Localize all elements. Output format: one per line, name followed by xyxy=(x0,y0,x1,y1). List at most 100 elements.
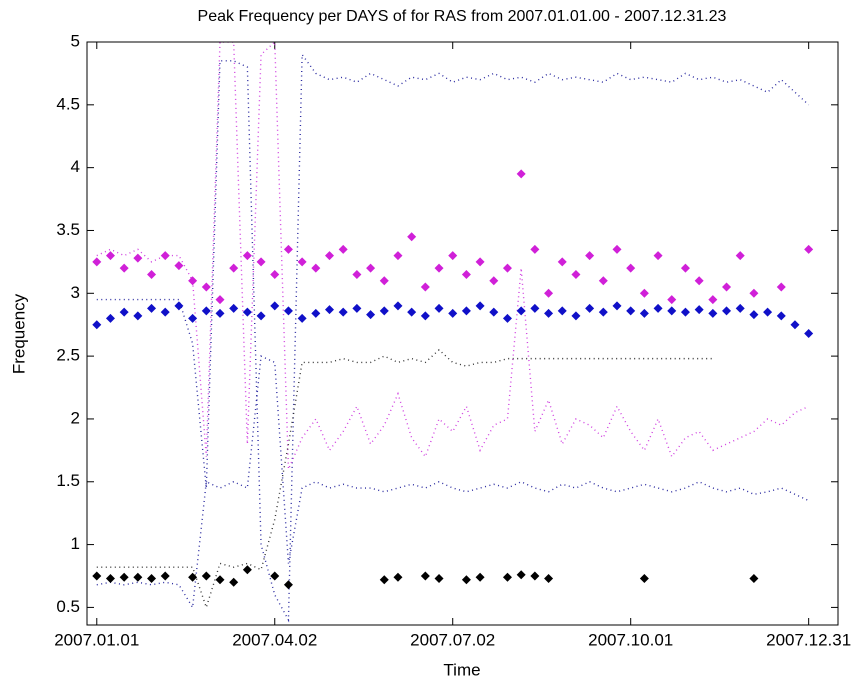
diamond-marker xyxy=(653,303,663,313)
diamond-marker xyxy=(270,571,280,581)
plot-area xyxy=(92,42,814,623)
diamond-marker xyxy=(722,282,732,292)
diamond-marker xyxy=(626,263,636,273)
diamond-marker xyxy=(489,276,499,286)
diamond-marker xyxy=(763,307,773,317)
diamond-marker xyxy=(790,320,800,330)
diamond-marker xyxy=(557,306,567,316)
diamond-marker xyxy=(585,303,595,313)
diamond-marker xyxy=(379,575,389,585)
diamond-marker xyxy=(530,303,540,313)
diamond-marker xyxy=(119,263,129,273)
diamond-marker xyxy=(188,572,198,582)
diamond-marker xyxy=(804,329,814,338)
diamond-marker xyxy=(708,295,718,305)
diamond-marker xyxy=(147,574,157,584)
diamond-marker xyxy=(722,306,732,316)
diamond-marker xyxy=(585,251,595,261)
diamond-marker xyxy=(680,263,690,273)
diamond-marker xyxy=(626,306,636,316)
y-tick-label: 4 xyxy=(71,157,80,176)
diamond-marker xyxy=(544,574,554,584)
diamond-marker xyxy=(502,263,512,273)
y-tick-label: 3 xyxy=(71,283,80,302)
diamond-marker xyxy=(667,295,677,305)
diamond-marker xyxy=(694,305,704,315)
diamond-marker xyxy=(379,306,389,316)
diamond-marker xyxy=(201,306,211,316)
y-tick-label: 2 xyxy=(71,408,80,427)
diamond-marker xyxy=(215,308,225,318)
diamond-marker xyxy=(749,288,759,298)
diamond-marker xyxy=(133,311,143,321)
diamond-marker xyxy=(256,257,266,267)
diamond-marker xyxy=(475,301,485,311)
diamond-marker xyxy=(311,263,321,273)
diamond-marker xyxy=(242,307,252,317)
diamond-marker xyxy=(229,577,239,587)
diamond-marker xyxy=(735,251,745,261)
diamond-marker xyxy=(242,565,252,575)
diamond-marker xyxy=(434,574,444,584)
diamond-marker xyxy=(420,311,430,321)
diamond-marker xyxy=(229,303,239,313)
diamond-marker xyxy=(749,310,759,320)
diamond-marker xyxy=(639,308,649,318)
diamond-marker xyxy=(119,572,129,582)
diamond-marker xyxy=(694,276,704,286)
diamond-marker xyxy=(105,574,115,584)
diamond-marker xyxy=(105,313,115,323)
diamond-marker xyxy=(448,308,458,318)
diamond-marker xyxy=(639,288,649,298)
diamond-marker xyxy=(338,307,348,317)
diamond-marker xyxy=(215,295,225,305)
diamond-marker xyxy=(653,251,663,261)
y-axis-label: Frequency xyxy=(9,293,28,374)
x-tick-label: 2007.01.01 xyxy=(54,630,139,649)
diamond-marker xyxy=(160,307,170,317)
diamond-marker xyxy=(461,269,471,279)
diamond-marker xyxy=(379,276,389,286)
diamond-marker xyxy=(283,306,293,316)
diamond-marker xyxy=(297,257,307,267)
diamond-marker xyxy=(242,251,252,261)
y-tick-label: 1.5 xyxy=(56,471,80,490)
diamond-marker xyxy=(735,303,745,313)
diamond-marker xyxy=(311,308,321,318)
dotted-line xyxy=(96,52,810,623)
diamond-marker xyxy=(147,303,157,313)
diamond-marker xyxy=(516,570,526,580)
diamond-marker xyxy=(612,301,622,311)
diamond-marker xyxy=(804,244,814,254)
diamond-marker xyxy=(229,263,239,273)
diamond-marker xyxy=(475,572,485,582)
diamond-marker xyxy=(92,571,102,581)
diamond-marker xyxy=(366,310,376,320)
diamond-marker xyxy=(297,313,307,323)
diamond-marker xyxy=(160,571,170,581)
diamond-marker xyxy=(776,282,786,292)
y-tick-label: 5 xyxy=(71,31,80,50)
diamond-marker xyxy=(557,257,567,267)
chart-title: Peak Frequency per DAYS of for RAS from … xyxy=(198,8,727,25)
diamond-marker xyxy=(352,269,362,279)
diamond-marker xyxy=(448,251,458,261)
x-tick-label: 2007.12.31 xyxy=(766,630,851,649)
diamond-marker xyxy=(92,257,102,267)
diamond-marker xyxy=(461,306,471,316)
dotted-line xyxy=(96,348,713,610)
diamond-marker xyxy=(325,305,335,315)
diamond-marker xyxy=(393,572,403,582)
diamond-marker xyxy=(352,303,362,313)
diamond-marker xyxy=(133,572,143,582)
diamond-marker xyxy=(105,251,115,261)
diamond-marker xyxy=(338,244,348,254)
x-tick-label: 2007.04.02 xyxy=(232,630,317,649)
y-tick-label: 1 xyxy=(71,534,80,553)
y-tick-label: 3.5 xyxy=(56,220,80,239)
diamond-marker xyxy=(544,288,554,298)
diamond-marker xyxy=(571,269,581,279)
diamond-marker xyxy=(612,244,622,254)
diamond-marker xyxy=(516,169,526,179)
